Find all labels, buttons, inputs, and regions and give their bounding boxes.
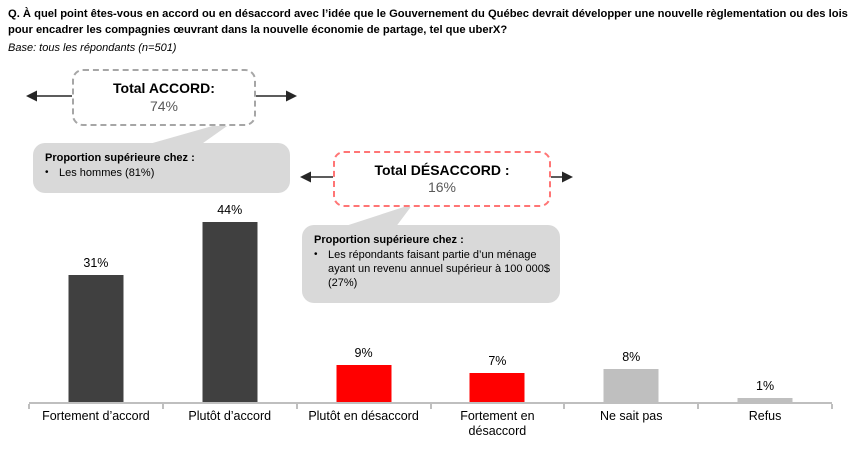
axis-tick: [563, 404, 566, 409]
accord-callout: Proportion supérieure chez : • Les homme…: [33, 143, 290, 193]
axis-tick: [161, 404, 164, 409]
bar-6: [737, 397, 793, 402]
bar-category-label: Plutôt en désaccord: [308, 409, 419, 423]
accord-arrowhead-right: [286, 90, 297, 102]
bar-chart: 31% Fortement d’accord 44% Plutôt d’accord 9…: [29, 203, 832, 438]
bar-category-label: Refus: [748, 409, 782, 423]
axis-tick: [295, 404, 298, 409]
accord-callout-item-text: Les hommes (81%): [59, 167, 155, 179]
accord-callout-title: Proportion supérieure chez :: [45, 152, 195, 164]
bar-4: [469, 373, 525, 402]
bar-value-label: 1%: [756, 378, 775, 393]
desaccord-callout-item: • Les répondants faisant partie d’un mén…: [314, 249, 550, 290]
total-accord-box: Total ACCORD: 74%: [72, 69, 256, 126]
desaccord-callout: Proportion supérieure chez : • Les répon…: [302, 225, 560, 303]
bar-value-label: 44%: [217, 202, 243, 217]
bar-value-label: 7%: [488, 354, 507, 369]
bar-category-label: Fortement en désaccord: [460, 409, 535, 438]
desaccord-callout-item-text: Les répondants faisant partie d’un ménag…: [328, 249, 551, 289]
desaccord-arrowhead-left: [300, 171, 311, 183]
bar-3: [336, 365, 392, 402]
total-desaccord-box: Total DÉSACCORD : 16%: [333, 151, 551, 207]
question-text: Q. À quel point êtes-vous en accord ou e…: [8, 8, 848, 37]
bar-category-label: Plutôt d’accord: [188, 409, 272, 423]
bullet-icon: •: [45, 167, 49, 178]
axis-tick: [429, 404, 432, 409]
bar-value-label: 9%: [354, 346, 373, 361]
x-axis: [28, 402, 833, 409]
accord-arrowhead-left: [26, 90, 37, 102]
bar-column-4: 7% Fortement en désaccord: [430, 215, 564, 438]
bar-2: [202, 221, 258, 402]
bar-5: [603, 369, 659, 402]
total-accord-title: Total ACCORD:: [113, 80, 215, 96]
base-note: Base: tous les répondants (n=501): [8, 42, 177, 54]
bar-column-2: 44% Plutôt d’accord: [163, 203, 297, 423]
bar-column-5: 8% Ne sait pas: [564, 215, 698, 423]
axis-tick: [28, 404, 30, 409]
bar-column-1: 31% Fortement d’accord: [29, 215, 163, 423]
total-desaccord-title: Total DÉSACCORD :: [374, 161, 510, 178]
bar-value-label: 31%: [83, 255, 109, 270]
bar-column-6: 1% Refus: [698, 215, 832, 423]
bar-1: [68, 274, 124, 402]
axis-tick: [831, 404, 833, 409]
bar-category-label: Fortement d’accord: [42, 409, 150, 423]
accord-callout-item: • Les hommes (81%): [45, 167, 280, 181]
desaccord-arrowhead-right: [562, 171, 573, 183]
bar-value-label: 8%: [622, 350, 641, 365]
total-desaccord-value: 16%: [427, 179, 457, 195]
total-accord-value: 74%: [149, 97, 179, 114]
desaccord-callout-title: Proportion supérieure chez :: [314, 234, 464, 246]
bar-category-label: Ne sait pas: [599, 409, 663, 423]
bullet-icon: •: [314, 249, 318, 260]
axis-tick: [697, 404, 700, 409]
bar-column-3: 9% Plutôt en désaccord: [297, 215, 431, 423]
